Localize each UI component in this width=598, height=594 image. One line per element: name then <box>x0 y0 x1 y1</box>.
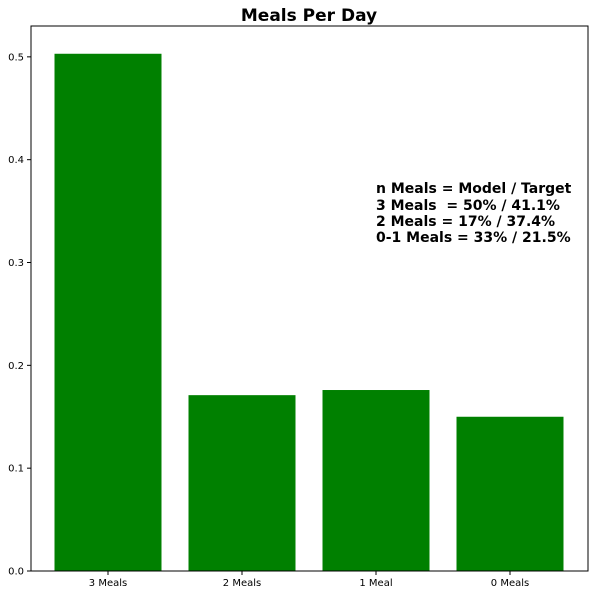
y-tick-label: 0.0 <box>8 567 24 578</box>
y-axis-ticks: 0.0 0.1 0.2 0.3 0.4 0.5 <box>8 52 31 578</box>
y-tick-label: 0.3 <box>8 258 24 269</box>
bar-0-meals <box>456 416 564 571</box>
x-tick-label: 0 Meals <box>491 578 529 589</box>
bar-1-meal <box>322 390 430 571</box>
annotation-line: n Meals = Model / Target <box>376 181 572 197</box>
annotation-line: 0-1 Meals = 33% / 21.5% <box>376 230 571 246</box>
y-tick-label: 0.1 <box>8 464 24 475</box>
bars-layer <box>54 53 564 571</box>
x-tick-label: 3 Meals <box>89 578 127 589</box>
y-tick-label: 0.2 <box>8 361 24 372</box>
bar-3-meals <box>54 53 162 571</box>
annotation-line: 2 Meals = 17% / 37.4% <box>376 214 555 230</box>
x-tick-label: 1 Meal <box>359 578 392 589</box>
annotation-line: 3 Meals = 50% / 41.1% <box>376 198 560 214</box>
x-axis-ticks: 3 Meals 2 Meals 1 Meal 0 Meals <box>89 571 529 589</box>
plot-frame <box>30 25 589 572</box>
annotation-box: n Meals = Model / Target 3 Meals = 50% /… <box>376 181 572 246</box>
y-tick-label: 0.5 <box>8 52 24 63</box>
x-tick-label: 2 Meals <box>223 578 261 589</box>
y-tick-label: 0.4 <box>8 155 24 166</box>
chart-title: Meals Per Day <box>241 6 377 26</box>
bar-2-meals <box>188 395 296 571</box>
